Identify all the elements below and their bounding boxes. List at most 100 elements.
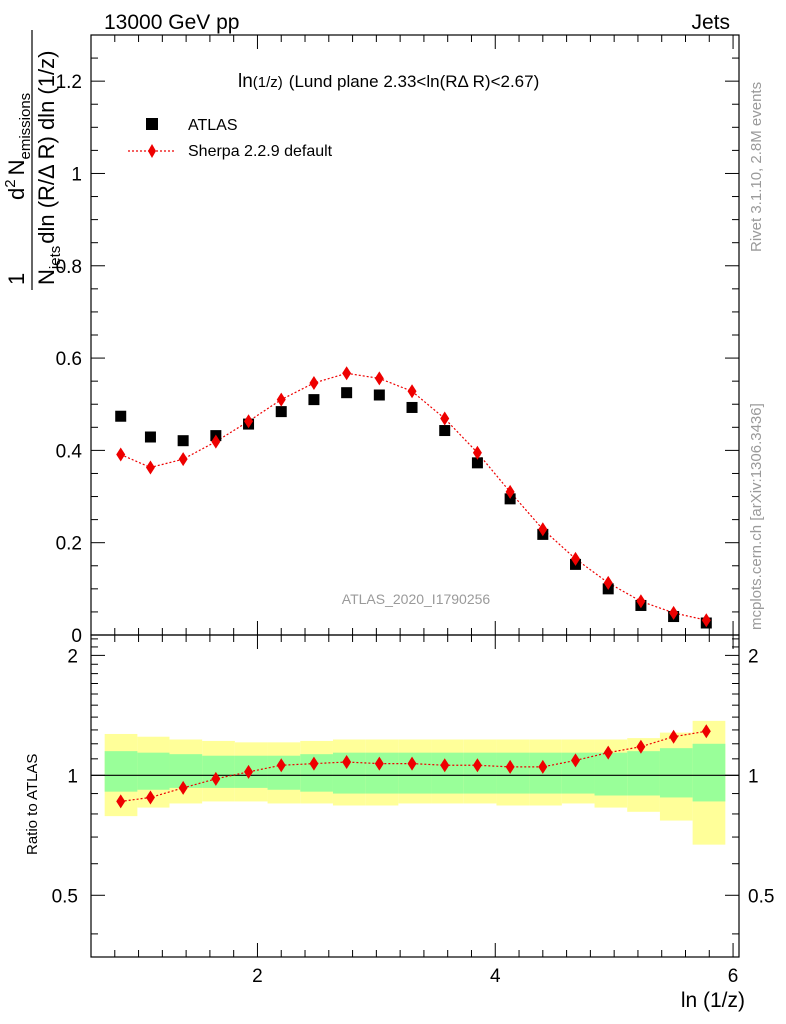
legend: ATLAS Sherpa 2.2.9 default (128, 117, 333, 160)
ratio-band-stat-bin (104, 751, 138, 792)
header-jets: Jets (691, 11, 730, 34)
svg-text:d2Nemissions: d2 Nemissions (2, 93, 34, 200)
sherpa-ratio-point (701, 724, 711, 739)
atlas-point (144, 431, 156, 443)
ratio-band-stat-bin (300, 754, 333, 792)
sherpa-point (669, 605, 679, 620)
sherpa-ratio-point (276, 758, 286, 773)
sherpa-point (116, 447, 126, 462)
mcplots-label: mcplots.cern.ch [arXiv:1306.3436] (748, 403, 765, 630)
ratio-band-stat-bin (659, 748, 693, 798)
ratio-y-tick-label-left: 2 (67, 646, 78, 667)
sherpa-point (211, 434, 221, 449)
sherpa-point (244, 414, 254, 429)
sherpa-point (178, 452, 188, 467)
legend-sherpa-marker (148, 144, 156, 158)
atlas-point (406, 401, 418, 413)
ratio-band-stat-bin (137, 752, 170, 790)
ratio-band-stat-bin (398, 752, 432, 794)
sherpa-ratio-point (636, 739, 646, 754)
atlas-point (471, 457, 483, 469)
sherpa-ratio-point (342, 755, 352, 770)
sherpa-point (309, 376, 319, 390)
ratio-frame (90, 634, 740, 958)
ratio-y-tick-label-right: 1 (748, 766, 759, 787)
main-y-axis-label: 1 Njets dln (R/Δ R) dln (1/z) d2 Nemission… (2, 30, 64, 290)
ylabel-njets: N (34, 269, 59, 285)
axes (90, 34, 740, 958)
atlas-point (115, 410, 127, 422)
sherpa-ratio-point (309, 756, 319, 771)
main-y-tick-label: 0.8 (56, 257, 82, 278)
sherpa-ratio-point (211, 771, 221, 786)
plot-title: ln(1/z) (Lund plane 2.33<ln(RΔ R)<2.67) (238, 71, 539, 92)
sherpa-ratio-point (669, 729, 679, 744)
ratio-band-stat-bin (496, 752, 530, 794)
ratio-y-tick-label-right: 0.5 (748, 886, 774, 907)
ratio-band-stat-bin (332, 752, 366, 794)
sherpa-ratio-point (407, 756, 417, 771)
x-tick-label: 2 (252, 966, 263, 987)
sherpa-point (440, 411, 450, 426)
atlas-point (373, 389, 385, 401)
analysis-watermark: ATLAS_2020_I1790256 (342, 591, 491, 607)
svg-text:Njetsdln (R/Δ R) dln (1/z): Njets dln (R/Δ R) dln (1/z) (34, 51, 64, 285)
sherpa-point (571, 551, 581, 566)
sherpa-point (374, 371, 384, 386)
rivet-version-label: Rivet 3.1.10, 2.8M events (748, 82, 765, 252)
sherpa-ratio-point (244, 764, 254, 779)
ratio-band-stat-bin (627, 751, 660, 796)
atlas-point (341, 387, 353, 399)
ylabel-numerator-sup: 2 (2, 179, 19, 187)
sherpa-ratio-point (178, 780, 188, 795)
legend-atlas-label: ATLAS (188, 117, 238, 134)
ratio-band-stat-bin (463, 752, 497, 794)
legend-sherpa-label: Sherpa 2.2.9 default (188, 143, 333, 160)
x-axis-label: ln (1/z) (681, 989, 745, 1012)
ratio-y-axis-label: Ratio to ATLAS (24, 754, 41, 855)
legend-atlas-marker (146, 118, 158, 130)
atlas-point (275, 406, 287, 418)
atlas-point (439, 425, 451, 437)
sherpa-ratio-point (571, 753, 581, 768)
title-rest: (Lund plane 2.33<ln(RΔ R)<2.67) (289, 72, 539, 91)
ratio-band-stat-bin (267, 755, 301, 790)
sherpa-point (505, 484, 515, 499)
title-main: ln (238, 71, 253, 92)
ratio-y-tick-label-right: 2 (748, 646, 759, 667)
tick-labels: 2 4 6 0 0.2 0.4 0.6 0.8 1 1.2 0.5 0.5 1 1 2 2 (52, 72, 775, 987)
ylabel-njets-sub: jets (47, 246, 64, 270)
svg-text:1: 1 (4, 273, 29, 285)
title-sub: (1/z) (253, 74, 283, 91)
sherpa-point (472, 445, 482, 460)
ratio-band-stat-bin (202, 755, 235, 788)
atlas-point (308, 394, 320, 406)
sherpa-ratio-point (374, 756, 384, 771)
sherpa-ratio-point (145, 790, 155, 805)
main-y-tick-label: 1.2 (56, 72, 82, 93)
x-tick-label: 4 (490, 966, 501, 987)
sherpa-point (701, 613, 711, 628)
ratio-uncertainty-bands (104, 720, 726, 845)
sherpa-point (538, 522, 548, 537)
ratio-y-tick-label-left: 1 (67, 766, 78, 787)
sherpa-point (636, 594, 646, 609)
sherpa-ratio-point (603, 745, 613, 760)
x-tick-label: 6 (728, 966, 739, 987)
sherpa-point (603, 575, 613, 590)
sherpa-ratio-point (116, 794, 126, 809)
main-data-layer (115, 366, 712, 629)
main-y-tick-label: 0.6 (56, 349, 82, 370)
ylabel-numerator-d: d (4, 188, 29, 200)
sherpa-ratio-point (472, 758, 482, 773)
ylabel-denominator: dln (R/Δ R) dln (1/z) (34, 51, 59, 244)
sherpa-ratio-point (538, 759, 548, 774)
sherpa-point (407, 384, 417, 399)
sherpa-ratio-point (440, 758, 450, 773)
header-energy: 13000 GeV pp (104, 11, 239, 34)
sherpa-point (276, 392, 286, 407)
sherpa-ratio-point (505, 759, 515, 774)
main-y-tick-label: 0.2 (56, 534, 82, 555)
ratio-band-stat-bin (594, 752, 628, 796)
